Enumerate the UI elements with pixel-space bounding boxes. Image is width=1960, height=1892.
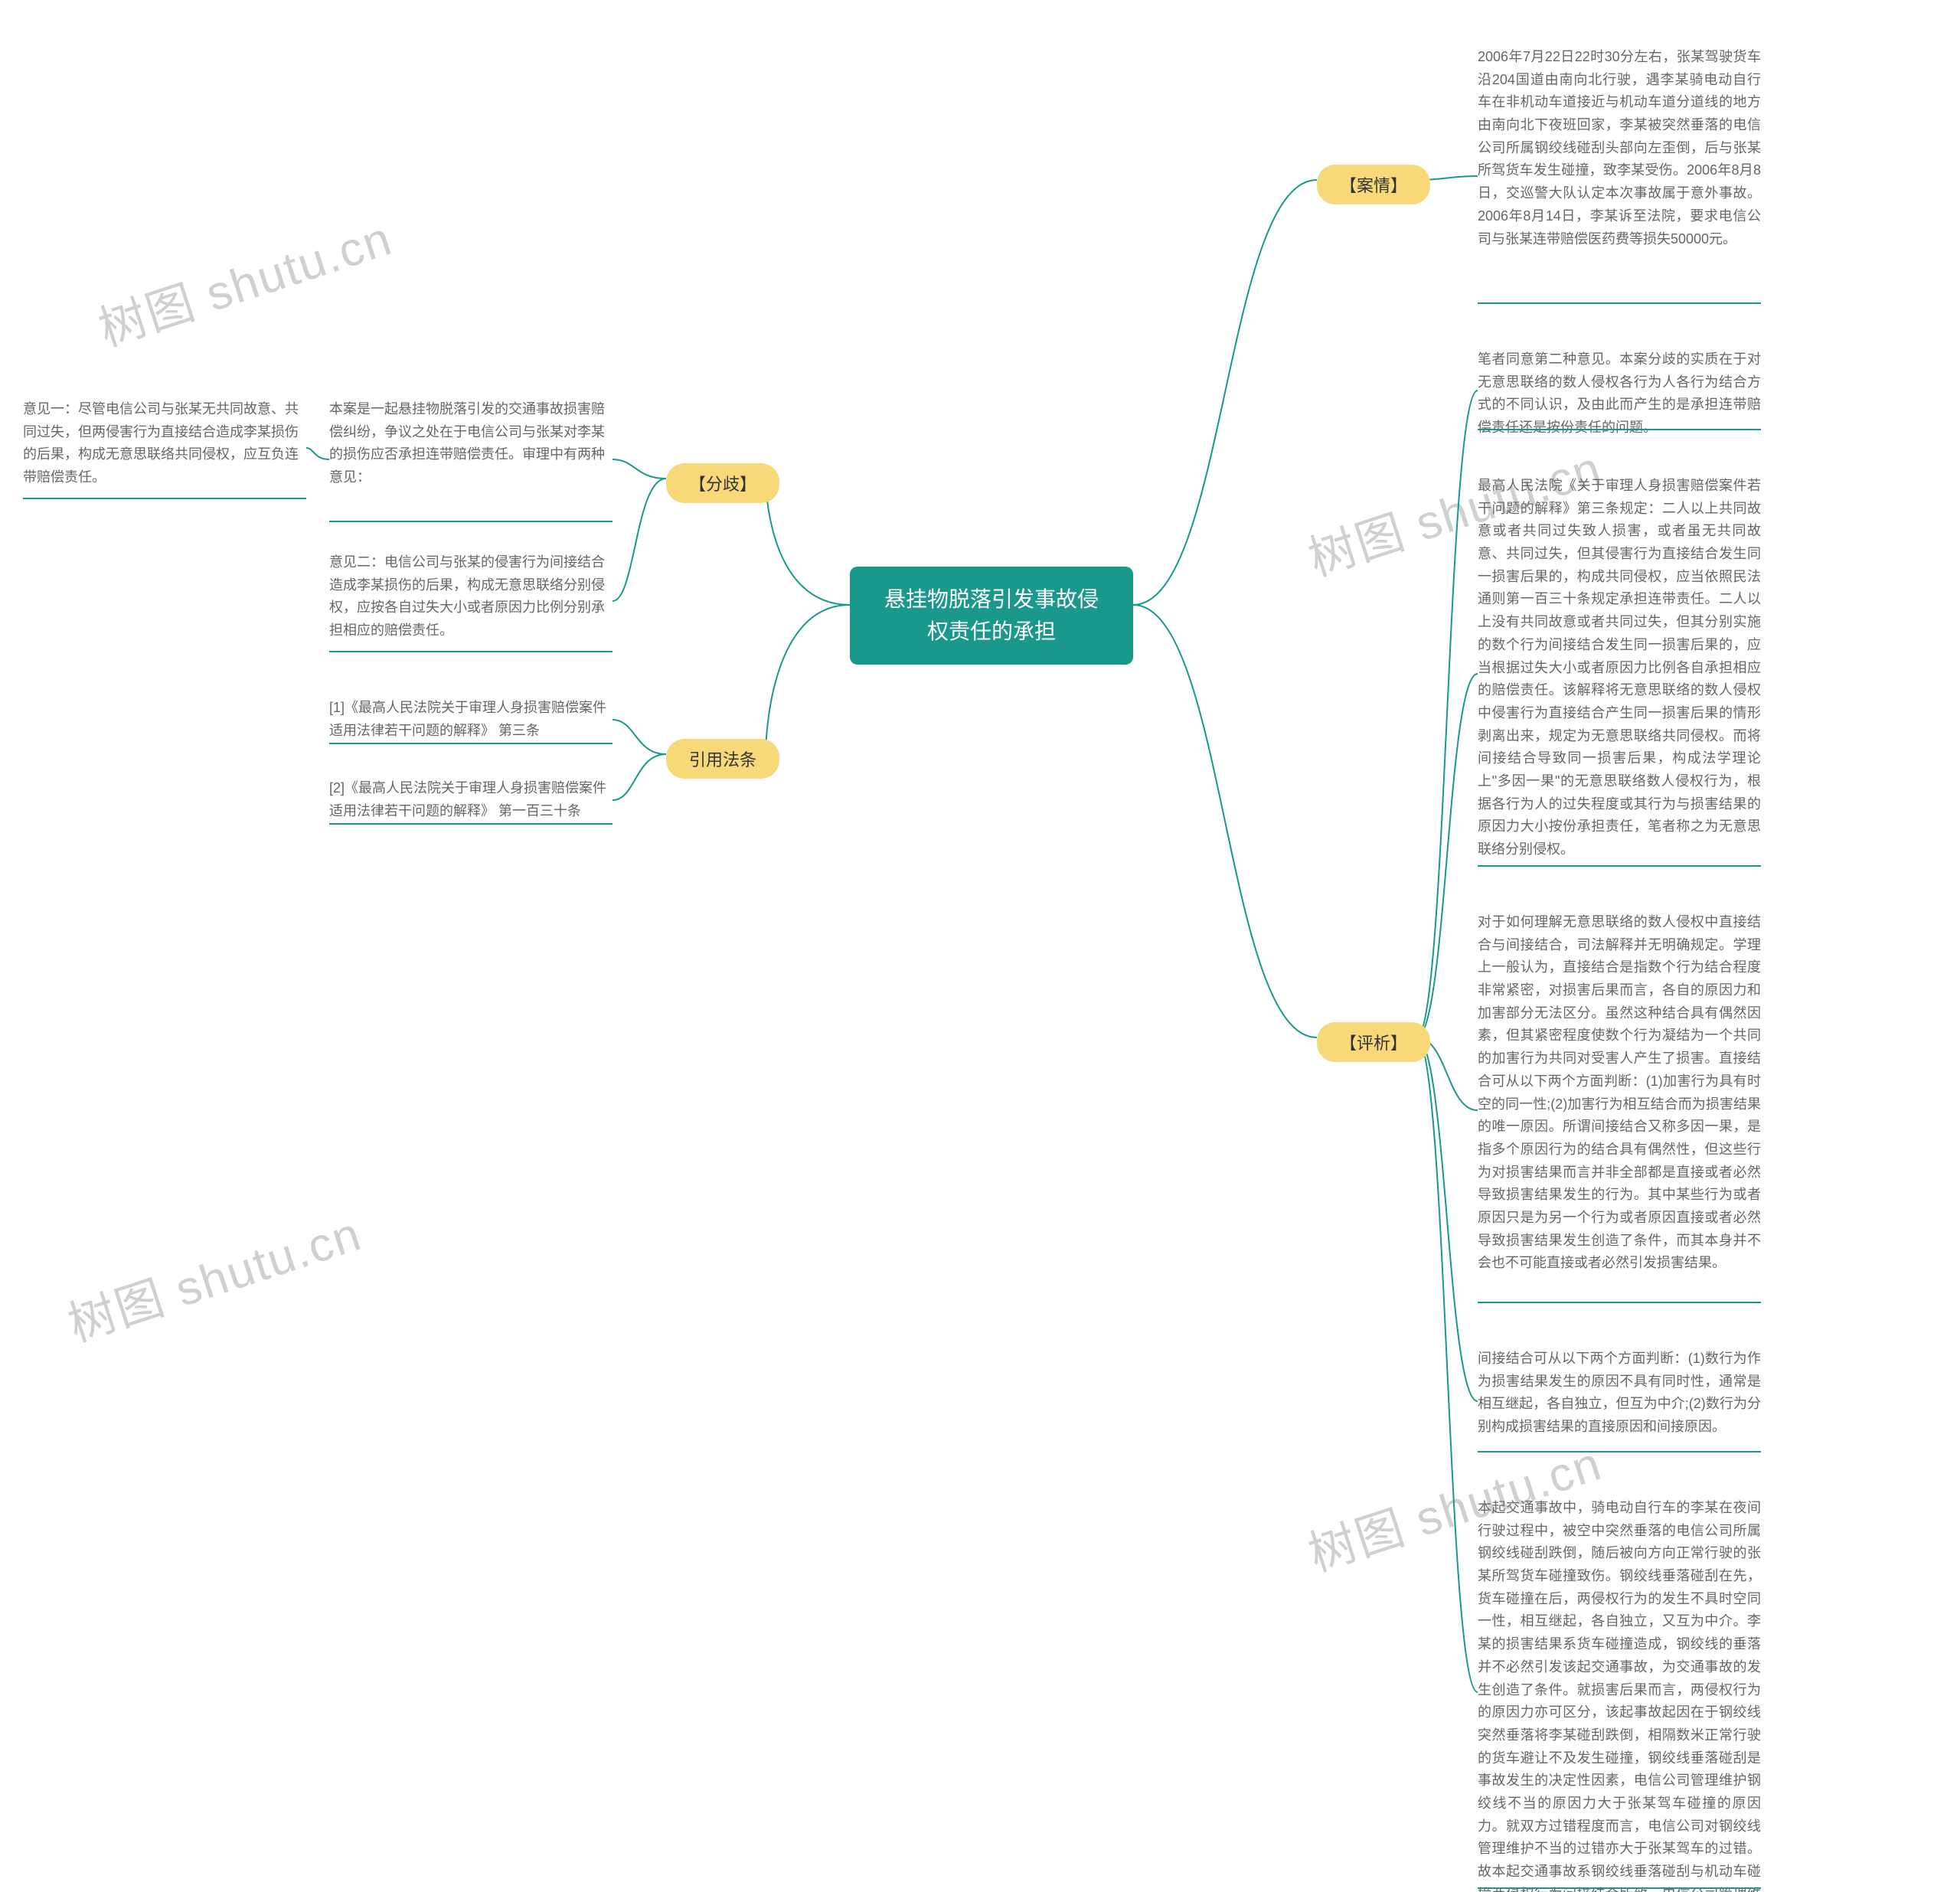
branch-divergence[interactable]: 【分歧】 xyxy=(666,463,779,503)
leaf-analysis-2: 最高人民法院《关于审理人身损害赔偿案件若干问题的解释》第三条规定：二人以上共同故… xyxy=(1478,475,1761,861)
leaf-case-text: 2006年7月22日22时30分左右，张某驾驶货车沿204国道由南向北行驶，遇李… xyxy=(1478,46,1761,250)
leaf-underline xyxy=(329,823,612,825)
leaf-analysis-4: 间接结合可从以下两个方面判断：(1)数行为作为损害结果发生的原因不具有同时性，通… xyxy=(1478,1348,1761,1439)
leaf-analysis-5: 本起交通事故中，骑电动自行车的李某在夜间行驶过程中，被空中突然垂落的电信公司所属… xyxy=(1478,1497,1761,1892)
branch-analysis[interactable]: 【评析】 xyxy=(1317,1022,1430,1062)
leaf-underline xyxy=(1478,302,1761,304)
leaf-underline xyxy=(1478,1302,1761,1303)
leaf-underline xyxy=(1478,865,1761,867)
leaf-underline xyxy=(1478,1451,1761,1452)
mindmap-canvas: 树图 shutu.cn 树图 shutu.cn 树图 shutu.cn 树图 s… xyxy=(0,0,1960,1892)
leaf-analysis-1: 笔者同意第二种意见。本案分歧的实质在于对无意思联络的数人侵权各行为人各行为结合方… xyxy=(1478,348,1761,440)
leaf-underline xyxy=(1478,1887,1761,1889)
center-topic[interactable]: 悬挂物脱落引发事故侵权责任的承担 xyxy=(850,567,1133,665)
leaf-divergence-intro: 本案是一起悬挂物脱落引发的交通事故损害赔偿纠纷，争议之处在于电信公司与张某对李某… xyxy=(329,398,612,489)
leaf-underline xyxy=(329,743,612,744)
leaf-citation-1: [1]《最高人民法院关于审理人身损害赔偿案件适用法律若干问题的解释》 第三条 xyxy=(329,697,612,742)
leaf-underline xyxy=(329,651,612,652)
leaf-opinion-1: 意见一：尽管电信公司与张某无共同故意、共同过失，但两侵害行为直接结合造成李某损伤… xyxy=(23,398,306,489)
leaf-underline xyxy=(1478,429,1761,430)
leaf-analysis-3: 对于如何理解无意思联络的数人侵权中直接结合与间接结合，司法解释并无明确规定。学理… xyxy=(1478,911,1761,1275)
branch-citations[interactable]: 引用法条 xyxy=(666,739,779,779)
watermark: 树图 shutu.cn xyxy=(58,1195,369,1354)
branch-case[interactable]: 【案情】 xyxy=(1317,165,1430,204)
watermark: 树图 shutu.cn xyxy=(89,200,400,359)
leaf-opinion-2: 意见二：电信公司与张某的侵害行为间接结合造成李某损伤的后果，构成无意思联络分别侵… xyxy=(329,551,612,642)
leaf-underline xyxy=(329,521,612,522)
leaf-underline xyxy=(23,498,306,499)
leaf-citation-2: [2]《最高人民法院关于审理人身损害赔偿案件适用法律若干问题的解释》 第一百三十… xyxy=(329,777,612,822)
